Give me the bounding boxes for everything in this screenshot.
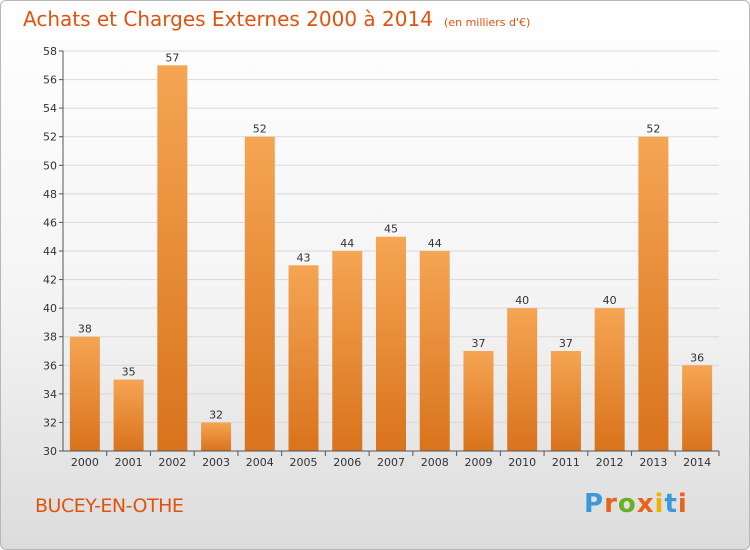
value-label-2005: 43 bbox=[297, 251, 311, 264]
y-tick-label: 42 bbox=[43, 274, 57, 287]
value-label-2013: 52 bbox=[646, 123, 660, 136]
value-label-2002: 57 bbox=[165, 51, 179, 64]
value-label-2009: 37 bbox=[471, 337, 485, 350]
x-tick-label: 2000 bbox=[71, 456, 99, 469]
y-tick-label: 44 bbox=[43, 245, 57, 258]
y-tick-label: 48 bbox=[43, 188, 57, 201]
x-tick-label: 2005 bbox=[290, 456, 318, 469]
commune-name: BUCEY-EN-OTHE bbox=[35, 495, 184, 517]
bars bbox=[69, 65, 713, 452]
chart-title: Achats et Charges Externes 2000 à 2014 bbox=[23, 7, 433, 31]
value-label-2004: 52 bbox=[253, 123, 267, 136]
value-label-2011: 37 bbox=[559, 337, 573, 350]
logo-letter: r bbox=[604, 489, 618, 519]
y-tick-label: 52 bbox=[43, 131, 57, 144]
x-tick-label: 2004 bbox=[246, 456, 274, 469]
x-tick-label: 2010 bbox=[508, 456, 536, 469]
x-tick-label: 2009 bbox=[464, 456, 492, 469]
y-tick-label: 58 bbox=[43, 45, 57, 58]
x-tick-label: 2011 bbox=[552, 456, 580, 469]
bar-2012 bbox=[594, 308, 625, 451]
value-label-2000: 38 bbox=[78, 323, 92, 336]
y-tick-label: 38 bbox=[43, 331, 57, 344]
y-tick-label: 50 bbox=[43, 159, 57, 172]
logo-letter: t bbox=[664, 489, 678, 519]
bar-2010 bbox=[507, 308, 538, 451]
x-tick-label: 2001 bbox=[115, 456, 143, 469]
value-label-2010: 40 bbox=[515, 294, 529, 307]
x-tick-label: 2013 bbox=[639, 456, 667, 469]
logo-letter: P bbox=[584, 489, 605, 519]
bar-2009 bbox=[463, 351, 494, 451]
x-tick-labels: 2000 2001 2002 2003 2004 2005 2006 2007 2008 2009… bbox=[71, 451, 720, 469]
y-tick-label: 36 bbox=[43, 359, 57, 372]
value-label-2003: 32 bbox=[209, 408, 223, 421]
y-tick-label: 34 bbox=[43, 388, 57, 401]
bar-2005 bbox=[288, 265, 319, 451]
x-tick-label: 2012 bbox=[596, 456, 624, 469]
bar-2001 bbox=[113, 379, 144, 451]
chart-unit-subtitle: (en milliers d'€) bbox=[444, 16, 531, 29]
bar-2013 bbox=[638, 136, 669, 451]
y-tick-labels: 30 32 34 36 38 40 42 44 46 48 50 52 54 56 58 bbox=[43, 45, 57, 458]
value-labels: 38 35 57 32 52 43 44 45 44 37 40 37 40 52 36 bbox=[78, 51, 704, 421]
y-tick-label: 40 bbox=[43, 302, 57, 315]
y-tick-label: 46 bbox=[43, 216, 57, 229]
bar-2000 bbox=[69, 336, 100, 451]
bar-2011 bbox=[550, 351, 581, 451]
chart-title-block: Achats et Charges Externes 2000 à 2014 (… bbox=[23, 7, 530, 31]
x-tick-label: 2006 bbox=[333, 456, 361, 469]
bar-2002 bbox=[157, 65, 188, 452]
bar-2007 bbox=[376, 236, 406, 451]
bar-2004 bbox=[244, 136, 275, 451]
bar-2014 bbox=[682, 365, 713, 451]
logo-letter: o bbox=[617, 489, 637, 519]
x-tick-label: 2002 bbox=[158, 456, 186, 469]
bar-2003 bbox=[201, 422, 232, 451]
proxiti-logo: Proxiti bbox=[584, 489, 688, 519]
bar-2006 bbox=[332, 251, 363, 451]
logo-letter: i bbox=[654, 489, 665, 519]
y-tick-label: 54 bbox=[43, 102, 57, 115]
bar-2008 bbox=[419, 251, 450, 451]
axes bbox=[62, 51, 719, 452]
x-tick-label: 2007 bbox=[377, 456, 405, 469]
y-tick-label: 32 bbox=[43, 416, 57, 429]
x-tick-label: 2008 bbox=[421, 456, 449, 469]
value-label-2007: 45 bbox=[384, 223, 398, 236]
x-tick-label: 2014 bbox=[683, 456, 711, 469]
value-label-2012: 40 bbox=[603, 294, 617, 307]
logo-letter: i bbox=[677, 489, 688, 519]
x-tick-label: 2003 bbox=[202, 456, 230, 469]
value-label-2006: 44 bbox=[340, 237, 354, 250]
y-tick-label: 30 bbox=[43, 445, 57, 458]
value-label-2001: 35 bbox=[122, 366, 136, 379]
value-label-2008: 44 bbox=[428, 237, 442, 250]
logo-letter: x bbox=[636, 489, 655, 519]
y-tick-label: 56 bbox=[43, 74, 57, 87]
value-label-2014: 36 bbox=[690, 351, 704, 364]
